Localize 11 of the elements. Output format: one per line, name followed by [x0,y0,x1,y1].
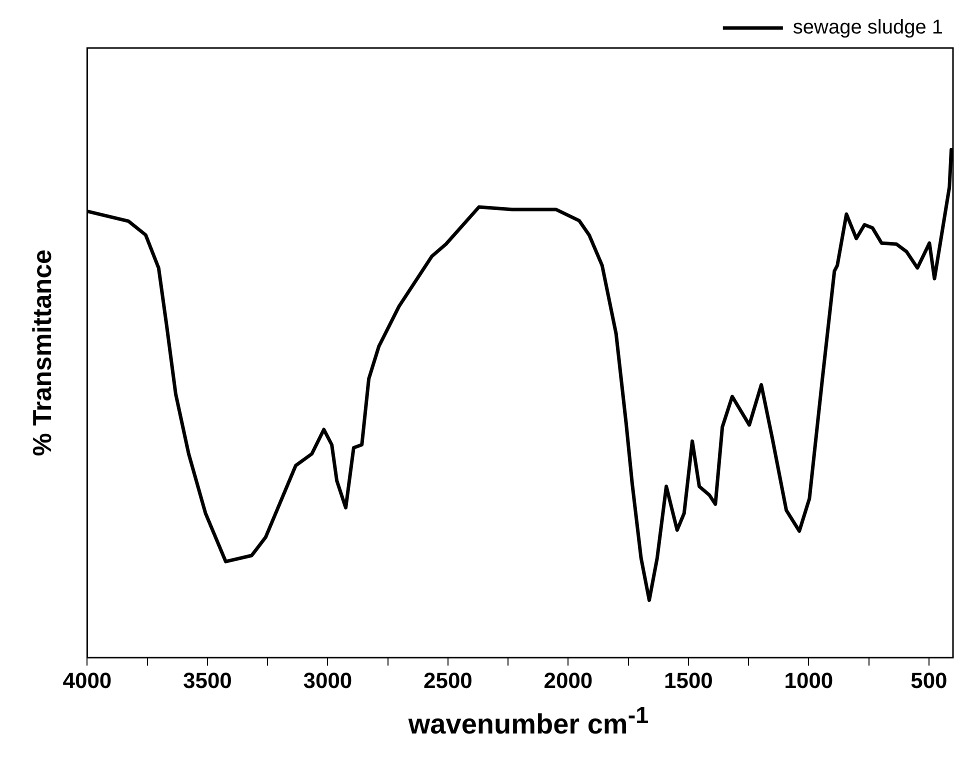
x-tick-label: 1500 [664,668,713,693]
x-tick-label: 2500 [423,668,472,693]
y-axis-title: % Transmittance [26,249,57,456]
x-tick-label: 4000 [62,668,112,693]
x-tick-label: 1000 [784,668,834,693]
legend-label: sewage sludge 1 [792,16,943,39]
x-tick-label: 3500 [182,668,232,693]
x-tick-label: 2000 [544,668,593,693]
x-tick-label: 3000 [303,668,352,693]
x-axis-title: wavenumber cm$^{-1}$ [407,702,650,740]
x-tick-label: 500 [910,668,948,693]
